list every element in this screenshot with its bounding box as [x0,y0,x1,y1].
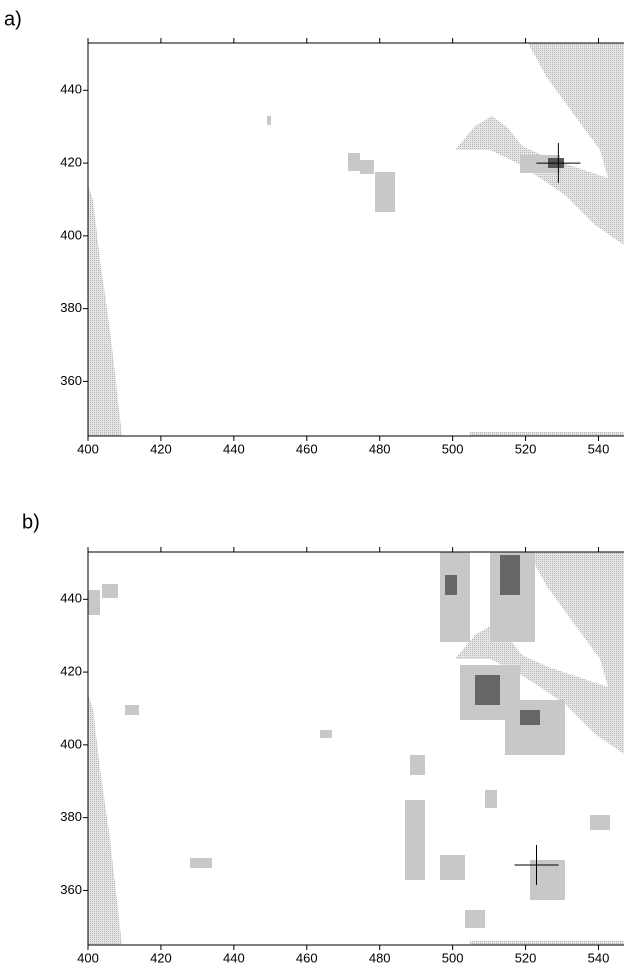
x-tick-label: 400 [77,441,99,456]
x-tick-label: 520 [515,950,537,965]
y-tick-label: 420 [60,155,82,170]
panel-a: a) 400 420 440 460 480 500 520 540 360 380 400 420 4… [4,8,624,456]
x-tick-label: 480 [369,950,391,965]
y-tick-label: 360 [60,373,82,388]
panel-b: b) 400 420 440 460 480 500 520 540 360 380 400 420 4… [22,511,624,965]
x-tick-label: 440 [223,950,245,965]
x-tick-label: 440 [223,441,245,456]
x-tick-label: 540 [588,950,610,965]
y-tick-label: 420 [60,664,82,679]
x-tick-label: 460 [296,950,318,965]
x-tick-label: 500 [442,950,464,965]
land [88,43,624,436]
patches [267,116,560,212]
axis-frame [87,551,624,946]
panel-label: b) [22,511,40,533]
y-tick-label: 400 [60,227,82,242]
y-tick-label: 380 [60,809,82,824]
x-tick-label: 480 [369,441,391,456]
patches [88,552,610,928]
x-tick-label: 400 [77,950,99,965]
y-tick-label: 360 [60,882,82,897]
x-tick-label: 420 [150,950,172,965]
crosshair-marker [514,844,559,885]
crosshair-marker [536,143,581,184]
x-tick-label: 460 [296,441,318,456]
y-tick-label: 380 [60,300,82,315]
x-tick-label: 520 [515,441,537,456]
x-tick-label: 540 [588,441,610,456]
x-tick-label: 420 [150,441,172,456]
x-tick-label: 500 [442,441,464,456]
y-tick-label: 440 [60,82,82,97]
y-tick-label: 400 [60,736,82,751]
panel-label: a) [4,8,22,30]
y-tick-label: 440 [60,591,82,606]
axis-frame [87,42,624,437]
patches-dark [445,555,540,725]
